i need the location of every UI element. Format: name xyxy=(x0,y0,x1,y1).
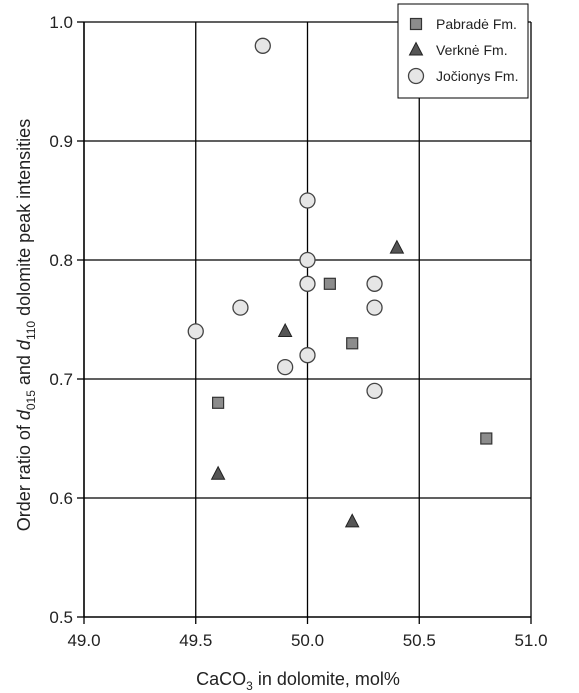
x-tick-label: 49.5 xyxy=(179,631,212,650)
circle-data-point xyxy=(233,300,248,315)
square-data-point xyxy=(324,278,335,289)
y-tick-label: 0.7 xyxy=(49,370,73,389)
y-tick-label: 1.0 xyxy=(49,13,73,32)
circle-data-point xyxy=(300,253,315,268)
legend-square-icon xyxy=(411,19,422,30)
circle-data-point xyxy=(367,276,382,291)
x-tick-label: 50.0 xyxy=(291,631,324,650)
circle-data-point xyxy=(367,300,382,315)
legend: Pabradė Fm. Verknė Fm. Jočionys Fm. xyxy=(398,4,528,98)
circle-data-point xyxy=(300,276,315,291)
y-tick-label: 0.5 xyxy=(49,608,73,627)
legend-label: Verknė Fm. xyxy=(436,42,508,58)
y-tick-label: 0.9 xyxy=(49,132,73,151)
circle-data-point xyxy=(300,193,315,208)
circle-data-point xyxy=(300,348,315,363)
x-tick-label: 51.0 xyxy=(514,631,547,650)
x-tick-label: 50.5 xyxy=(403,631,436,650)
circle-data-point xyxy=(188,324,203,339)
square-data-point xyxy=(213,397,224,408)
circle-data-point xyxy=(255,38,270,53)
square-data-point xyxy=(481,433,492,444)
y-tick-label: 0.8 xyxy=(49,251,73,270)
legend-label: Jočionys Fm. xyxy=(436,68,518,84)
circle-data-point xyxy=(367,383,382,398)
legend-label: Pabradė Fm. xyxy=(436,16,517,32)
y-tick-label: 0.6 xyxy=(49,489,73,508)
x-tick-label: 49.0 xyxy=(67,631,100,650)
circle-data-point xyxy=(278,360,293,375)
legend-circle-icon xyxy=(409,69,424,84)
square-data-point xyxy=(347,338,358,349)
